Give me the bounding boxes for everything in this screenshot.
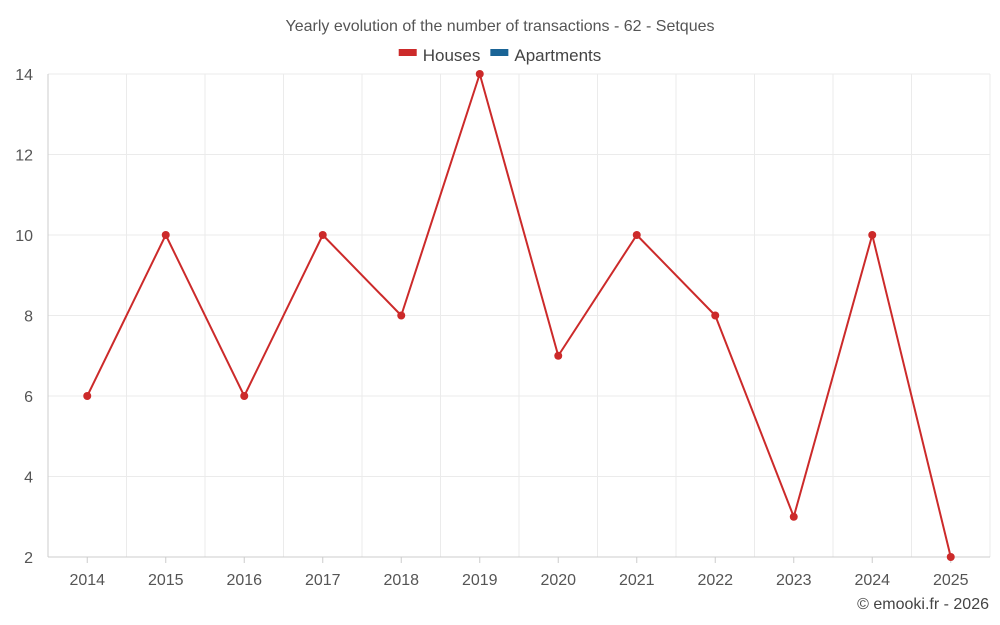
data-point[interactable] (946, 553, 955, 561)
x-tick-label: 2017 (305, 572, 341, 589)
y-tick-label: 14 (15, 67, 33, 84)
y-tick-label: 6 (24, 389, 33, 406)
grid (48, 73, 991, 557)
y-tick-label: 4 (24, 470, 33, 487)
axes (47, 74, 990, 563)
data-point[interactable] (161, 231, 170, 239)
data-point[interactable] (83, 392, 92, 400)
x-tick-label: 2015 (148, 572, 184, 589)
x-tick-label: 2020 (540, 572, 576, 589)
x-tick-label: 2016 (226, 572, 262, 589)
x-tick-label: 2025 (933, 572, 969, 589)
legend-label: Houses (423, 46, 481, 65)
legend-item-houses[interactable]: Houses (398, 46, 481, 65)
legend-label: Apartments (514, 46, 601, 65)
legend-swatch (490, 49, 509, 56)
y-tick-label: 10 (15, 228, 33, 245)
credit-text: © emooki.fr - 2026 (857, 596, 989, 613)
data-point[interactable] (632, 231, 641, 239)
x-tick-label: 2022 (697, 572, 733, 589)
x-tick-label: 2018 (383, 572, 419, 589)
data-point[interactable] (789, 512, 798, 521)
x-tick-label: 2019 (462, 572, 498, 589)
x-tick-label: 2021 (619, 572, 655, 589)
y-tick-label: 2 (24, 550, 33, 567)
x-tick-label: 2014 (69, 572, 105, 589)
x-tick-label: 2024 (854, 572, 890, 589)
data-point[interactable] (318, 231, 327, 239)
data-point[interactable] (240, 392, 249, 400)
data-point[interactable] (868, 231, 877, 239)
data-point[interactable] (475, 70, 484, 78)
data-point[interactable] (554, 351, 563, 360)
series (83, 70, 955, 561)
legend-item-apartments[interactable]: Apartments (490, 46, 601, 65)
legend: Houses Apartments (398, 46, 601, 65)
data-point[interactable] (711, 311, 720, 320)
x-tick-label: 2023 (776, 572, 812, 589)
y-tick-label: 12 (15, 148, 33, 165)
data-point[interactable] (397, 311, 406, 320)
tick-labels: 2 4 6 8 10 12 14 2014 2015 2016 2017 2018 2019 2020 20… (15, 67, 968, 589)
chart-title: Yearly evolution of the number of transa… (286, 18, 715, 35)
series-line-houses (86, 73, 952, 558)
y-tick-label: 8 (24, 309, 33, 326)
legend-swatch (398, 49, 417, 56)
